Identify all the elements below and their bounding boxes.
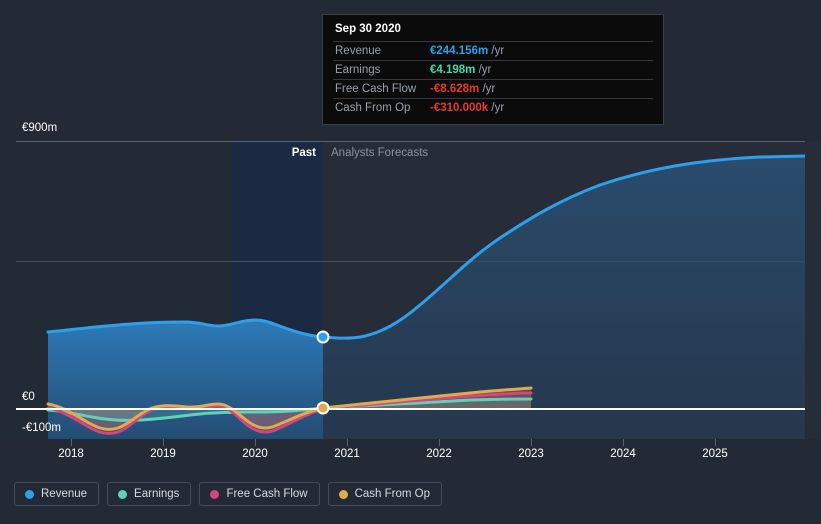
legend-label-free-cash-flow: Free Cash Flow [226,488,308,500]
x-tick-2024: 2024 [610,448,636,460]
tooltip-number-revenue: €244.156m [430,45,489,57]
x-tick-2023: 2023 [518,448,544,460]
revenue-color-swatch-icon [25,489,34,499]
tooltip-key-cash-from-op: Cash From Op [335,102,411,114]
legend-item-free-cash-flow[interactable]: Free Cash Flow [199,482,320,506]
earnings-color-swatch-icon [118,489,128,499]
tooltip-unit-free-cash-flow: /yr [482,83,496,95]
freecashflow-line [46,391,533,435]
tooltip-key-earnings: Earnings [335,64,381,76]
tooltip-value-revenue: €244.156m /yr [428,42,653,61]
cashfromop-line [46,386,533,431]
legend-item-revenue[interactable]: Revenue [14,482,100,506]
chart-tooltip: Sep 30 2020 Revenue €244.156m /yr Earnin… [322,14,664,125]
legend-label-earnings: Earnings [134,488,180,500]
x-tick-2025: 2025 [702,448,728,460]
tooltip-row: Revenue €244.156m /yr [333,41,653,61]
tooltip-value-earnings: €4.198m /yr [428,61,653,80]
tooltip-value-cash-from-op: -€310.000k /yr [428,99,653,118]
tooltip-date: Sep 30 2020 [335,23,401,35]
tooltip-unit-revenue: /yr [491,45,505,57]
legend-label-cash-from-op: Cash From Op [354,488,431,500]
tooltip-unit-cash-from-op: /yr [491,102,505,114]
tooltip-key-free-cash-flow: Free Cash Flow [335,83,417,95]
y-tick-minus-100m: -€100m [22,422,61,434]
legend-item-earnings[interactable]: Earnings [107,482,192,506]
legend-item-cash-from-op[interactable]: Cash From Op [327,482,443,506]
past-band-label: Past [291,147,316,159]
tooltip-row: Cash From Op -€310.000k /yr [333,98,653,118]
x-tick-2022: 2022 [426,448,452,460]
cash-from-op-color-swatch-icon [338,489,348,499]
free-cash-flow-color-swatch-icon [210,489,220,499]
y-tick-zero: €0 [22,391,35,403]
revenue-area-future [323,156,805,439]
x-tick-2020: 2020 [242,448,268,460]
hover-markers [316,330,330,415]
legend-label-revenue: Revenue [41,488,88,500]
earnings-line [46,397,533,422]
forecast-band-label: Analysts Forecasts [331,147,429,159]
tooltip-row: Free Cash Flow -€8.628m /yr [333,79,653,99]
tooltip-row: Earnings €4.198m /yr [333,60,653,80]
tooltip-number-cash-from-op: -€310.000k [430,102,489,114]
revenue-hover-marker [316,330,330,344]
tooltip-number-earnings: €4.198m [430,64,476,76]
tooltip-unit-earnings: /yr [478,64,492,76]
cashfromop-hover-marker [316,401,330,415]
tooltip-number-free-cash-flow: -€8.628m [430,83,480,95]
tooltip-value-free-cash-flow: -€8.628m /yr [428,80,653,99]
x-tick-2021: 2021 [334,448,360,460]
tooltip-key-revenue: Revenue [335,45,382,57]
y-tick-900m: €900m [22,122,58,134]
x-axis-ticks [71,439,716,446]
x-tick-2018: 2018 [58,448,84,460]
x-tick-2019: 2019 [150,448,176,460]
tooltip-table: Revenue €244.156m /yr Earnings €4.198m /… [333,41,653,117]
chart-legend: Revenue Earnings Free Cash Flow Cash Fro… [14,482,443,506]
